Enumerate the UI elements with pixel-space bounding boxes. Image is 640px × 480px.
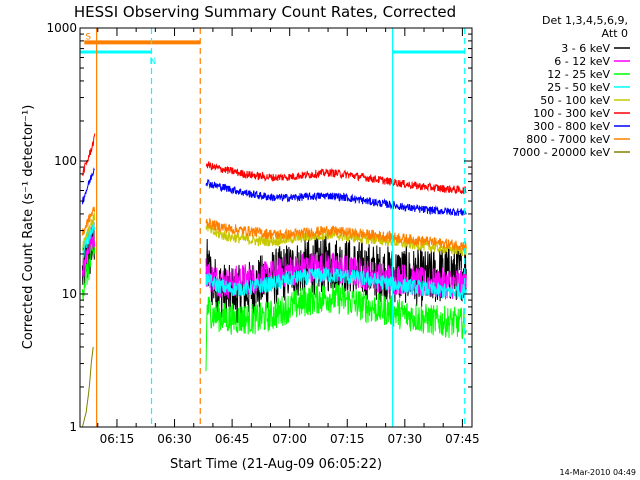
legend-label-3: 25 - 50 keV [547, 81, 610, 94]
x-tick-label-2: 06:45 [215, 432, 250, 446]
legend-header-detectors: Det 1,3,4,5,6,9, [542, 14, 628, 27]
series-line-1-0 [81, 221, 96, 277]
observing-flags: SN [80, 32, 465, 67]
series-line-5-0 [82, 133, 96, 177]
x-tick-label-3: 07:00 [272, 432, 307, 446]
series-line-1-1 [205, 252, 467, 300]
series-line-2-1 [205, 282, 467, 372]
x-tick-label-5: 07:30 [388, 432, 423, 446]
y-tick-label-3: 1000 [46, 21, 77, 35]
legend-label-6: 300 - 800 keV [533, 120, 610, 133]
y-axis-ticks: 1 10 100 1000 [46, 21, 472, 434]
series-line-4-0 [81, 212, 96, 251]
x-tick-label-6: 07:45 [445, 432, 480, 446]
x-axis-ticks: 06:15 06:30 06:45 07:00 07:15 07:30 07:45 [97, 28, 480, 446]
legend-label-1: 6 - 12 keV [554, 55, 610, 68]
flag-label-N: N [150, 57, 157, 67]
x-tick-label-4: 07:15 [330, 432, 365, 446]
legend-label-8: 7000 - 20000 keV [512, 146, 610, 159]
x-axis-label: Start Time (21-Aug-09 06:05:22) [170, 457, 382, 472]
flag-label-S: S [85, 32, 91, 42]
attenuator-markers [96, 28, 466, 427]
legend-label-2: 12 - 25 keV [547, 68, 610, 81]
date-stamp: 14-Mar-2010 04:49 [560, 468, 637, 477]
y-tick-label-0: 1 [69, 420, 77, 434]
series-line-7-0 [81, 206, 96, 236]
series-line-5-1 [205, 161, 467, 195]
series-line-2-0 [81, 243, 96, 302]
series-line-6-0 [81, 167, 95, 205]
chart-title: HESSI Observing Summary Count Rates, Cor… [74, 3, 456, 21]
legend-label-0: 3 - 6 keV [561, 42, 610, 55]
legend-header-attenuator: Att 0 [602, 27, 628, 40]
series-line-3-0 [81, 218, 96, 258]
legend-label-7: 800 - 7000 keV [526, 133, 610, 146]
plot-data [81, 133, 467, 428]
y-tick-label-1: 10 [62, 287, 77, 301]
series-line-3-1 [205, 267, 467, 301]
legend-label-5: 100 - 300 keV [533, 107, 610, 120]
x-tick-label-1: 06:30 [157, 432, 192, 446]
y-tick-label-2: 100 [54, 154, 77, 168]
series-line-6-1 [205, 178, 467, 217]
legend-label-4: 50 - 100 keV [540, 94, 610, 107]
series-line-8-0 [81, 346, 94, 428]
series-line-7-1 [205, 218, 467, 251]
plot-frame [79, 27, 473, 428]
x-tick-label-0: 06:15 [100, 432, 135, 446]
y-axis-label: Corrected Count Rate (s⁻¹ detector⁻¹) [21, 105, 36, 350]
